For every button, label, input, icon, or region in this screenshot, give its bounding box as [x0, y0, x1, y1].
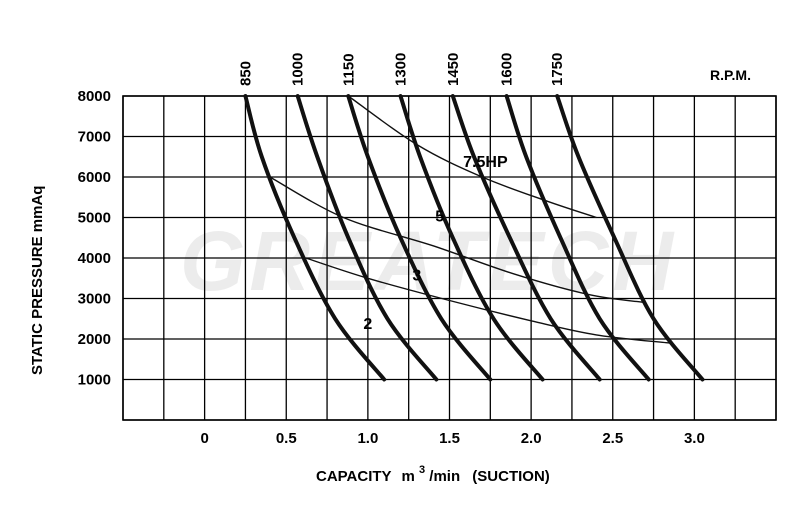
y-tick-label: 3000: [78, 291, 111, 308]
rpm-curve: [346, 94, 493, 382]
x-tick-label: 2.0: [521, 430, 542, 447]
rpm-unit-label: R.P.M.: [710, 67, 751, 83]
plot-frame: [122, 95, 777, 421]
x-tick-label: 1.0: [357, 430, 378, 447]
rpm-curve: [555, 94, 705, 382]
rpm-curve: [295, 94, 439, 382]
rpm-curve: [504, 94, 651, 382]
x-tick-label: 0.5: [276, 430, 297, 447]
rpm-labels: 850 1000 1150 1300 1450 1600 1750: [237, 53, 566, 86]
rpm-label: 1600: [499, 53, 516, 86]
x-axis-title-main: CAPACITY: [316, 468, 392, 485]
x-axis-title: CAPACITY m 3 /min (SUCTION): [316, 460, 550, 485]
rpm-label: 1450: [445, 53, 462, 86]
hp-label: 3: [412, 267, 421, 284]
rpm-label: 1300: [393, 53, 410, 86]
hp-label: 7.5HP: [463, 154, 508, 171]
x-tick-label: 1.5: [439, 430, 460, 447]
horsepower-labels: 7.5HP 5 3 2: [363, 154, 508, 333]
x-axis-unit-tail: /min: [429, 468, 460, 485]
x-axis-unit-sup: 3: [419, 464, 425, 476]
rpm-label: 850: [237, 61, 254, 86]
y-tick-label: 5000: [78, 210, 111, 227]
chart-grid: [122, 95, 777, 421]
x-axis-note: (SUCTION): [472, 468, 550, 485]
hp-label: 2: [363, 316, 372, 333]
rpm-curve: [398, 94, 545, 382]
x-tick-label: 3.0: [684, 430, 705, 447]
y-tick-label: 4000: [78, 250, 111, 267]
rpm-label: 1000: [290, 53, 307, 86]
rpm-curves: [243, 94, 705, 382]
x-axis-unit-base: m: [401, 468, 414, 485]
y-tick-label: 6000: [78, 169, 111, 186]
y-tick-label: 1000: [78, 372, 111, 389]
x-axis-tick-labels: 0 0.5 1.0 1.5 2.0 2.5 3.0: [200, 430, 704, 447]
y-tick-label: 2000: [78, 331, 111, 348]
x-tick-label: 2.5: [602, 430, 623, 447]
rpm-curve: [243, 94, 387, 382]
y-tick-label: 8000: [78, 88, 111, 105]
rpm-label: 1150: [340, 53, 357, 86]
hp-label: 5: [435, 209, 444, 226]
y-axis-title: STATIC PRESSURE mmAq: [29, 186, 46, 375]
rpm-curve: [450, 94, 602, 382]
x-tick-label: 0: [200, 430, 208, 447]
rpm-label: 1750: [549, 53, 566, 86]
y-axis-tick-labels: 1000 2000 3000 4000 5000 6000 7000 8000: [78, 88, 111, 389]
y-tick-label: 7000: [78, 129, 111, 146]
